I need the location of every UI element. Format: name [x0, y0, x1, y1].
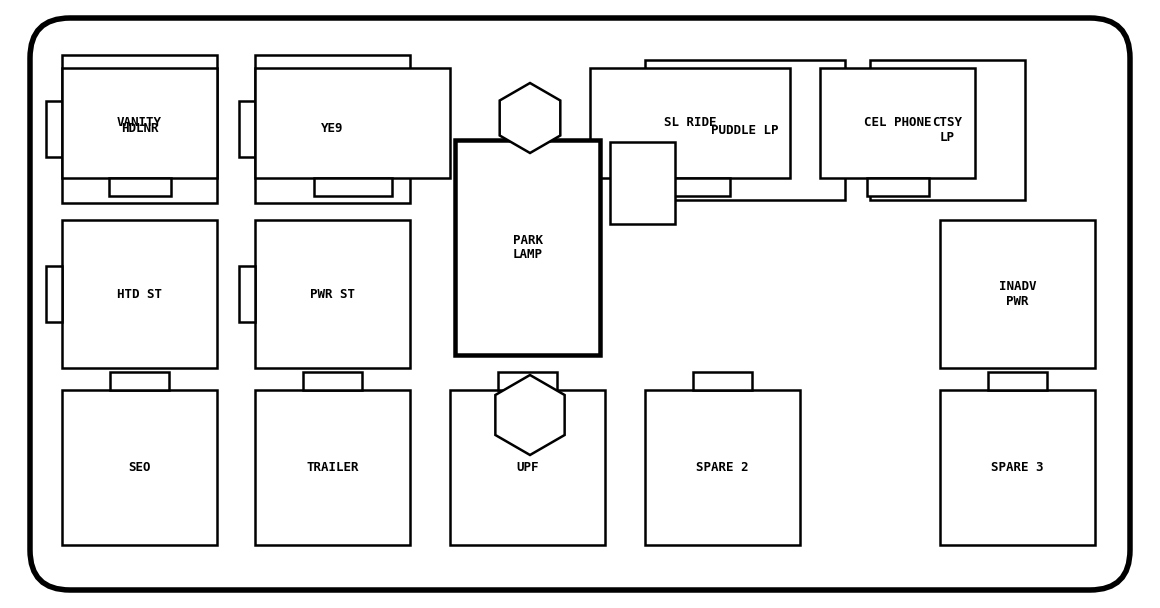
Text: SPARE 2: SPARE 2 [696, 461, 748, 474]
Bar [255, 55, 409, 203]
Text: VANITY: VANITY [117, 117, 162, 130]
Text: INADV
PWR: INADV PWR [999, 280, 1036, 308]
Text: UPF: UPF [516, 461, 538, 474]
Bar [645, 390, 800, 545]
Text: PARK
LAMP: PARK LAMP [513, 233, 543, 261]
Bar [820, 68, 976, 178]
Bar [303, 372, 362, 390]
Text: TRAILER: TRAILER [306, 461, 358, 474]
Bar [988, 372, 1047, 390]
Bar [650, 178, 730, 196]
Bar [870, 60, 1025, 200]
Bar [610, 142, 675, 224]
Bar [693, 372, 752, 390]
Bar [590, 68, 790, 178]
Bar [940, 220, 1095, 368]
Bar [61, 390, 217, 545]
Text: HDLNR: HDLNR [121, 122, 158, 136]
Text: YE9: YE9 [321, 122, 343, 136]
Bar [498, 372, 557, 390]
Text: SL RIDE: SL RIDE [664, 117, 716, 130]
Bar [940, 390, 1095, 545]
Bar [61, 55, 217, 203]
Text: SEO: SEO [129, 461, 151, 474]
Polygon shape [500, 83, 560, 153]
Bar [255, 220, 409, 368]
Bar [867, 178, 928, 196]
Bar [61, 220, 217, 368]
Text: CTSY
LP: CTSY LP [933, 116, 963, 144]
Bar [110, 372, 169, 390]
Bar [255, 390, 409, 545]
Bar [255, 68, 450, 178]
Bar [61, 68, 217, 178]
Text: CEL PHONE: CEL PHONE [864, 117, 931, 130]
Polygon shape [495, 375, 565, 455]
Bar [645, 60, 844, 200]
Text: HTD ST: HTD ST [117, 288, 162, 300]
FancyBboxPatch shape [30, 18, 1130, 590]
Bar [450, 390, 606, 545]
Bar [239, 101, 255, 157]
Bar [46, 266, 61, 322]
Bar [46, 101, 61, 157]
Text: SPARE 3: SPARE 3 [992, 461, 1044, 474]
Text: PUDDLE LP: PUDDLE LP [711, 123, 778, 137]
Bar [313, 178, 392, 196]
Bar [109, 178, 171, 196]
Bar [455, 140, 600, 355]
Text: PWR ST: PWR ST [310, 288, 355, 300]
Bar [239, 266, 255, 322]
